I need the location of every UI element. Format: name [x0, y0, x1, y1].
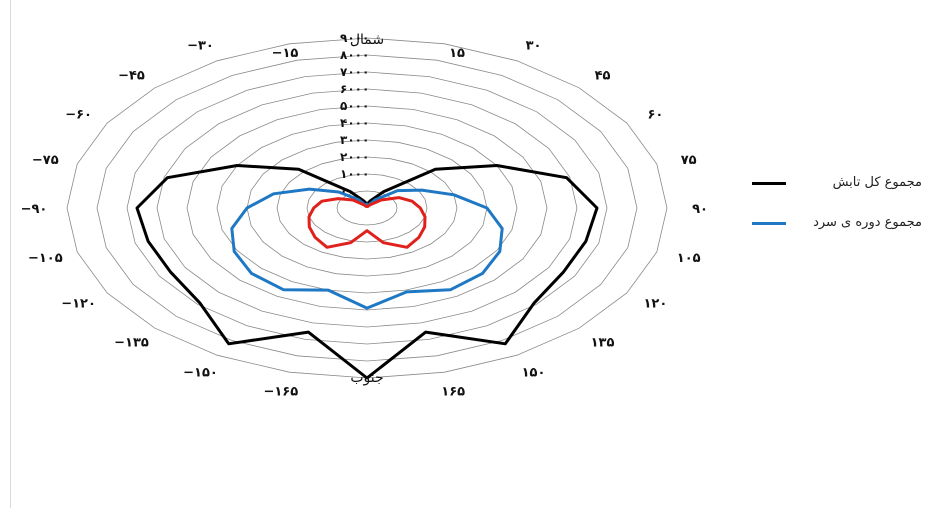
angle-label: ۷۵	[681, 153, 697, 168]
radial-tick-label: ۸۰۰۰	[340, 48, 369, 62]
legend-swatch-black	[752, 182, 786, 185]
grid-ring	[96, 54, 638, 362]
series-layer	[135, 164, 599, 380]
angle-label: −۳۰	[187, 39, 214, 54]
left-border	[10, 0, 11, 508]
angle-label: −۹۰	[21, 202, 48, 217]
angle-label: −۱۵۰	[183, 365, 218, 380]
north-label: شمال	[350, 32, 384, 48]
legend-label-total: مجموع کل تابش	[832, 175, 922, 190]
legend-label-cold: مجموع دوره ی سرد	[813, 215, 922, 230]
angle-label: ۹۰	[692, 202, 708, 217]
labels-layer: شمال جنوب ۹۰۰۰ ۸۰۰۰ ۷۰۰۰ ۶۰۰۰ ۵۰۰۰ ۴۰۰۰ ۳۰۰۰ ۲۰…	[21, 31, 708, 399]
radial-tick-label: ۹۰۰۰	[340, 31, 369, 45]
legend-swatch-blue	[752, 222, 786, 225]
legend: مجموع کل تابش مجموع دوره ی سرد	[752, 172, 942, 252]
grid-ring	[276, 156, 458, 260]
angle-label: −۶۰	[65, 108, 92, 123]
angle-label: ۱۳۵	[591, 335, 615, 350]
angle-label: ۳۰	[526, 39, 542, 54]
angle-label: ۴۵	[595, 69, 611, 84]
angle-label: −۱۶۵	[263, 384, 298, 399]
angle-label: −۴۵	[118, 69, 145, 84]
legend-item-total: مجموع کل تابش	[752, 172, 942, 194]
series-line-2	[307, 196, 427, 249]
angle-label: ۶۰	[647, 108, 663, 123]
angle-label: −۱۰۵	[28, 251, 63, 266]
radial-tick-label: ۷۰۰۰	[340, 65, 369, 79]
legend-item-cold: مجموع دوره ی سرد	[752, 212, 942, 234]
grid-ring	[156, 88, 578, 328]
grid-ring	[186, 105, 548, 311]
radial-tick-label: ۱۰۰۰	[340, 167, 369, 181]
radial-tick-label: ۴۰۰۰	[340, 116, 369, 130]
grid-ring	[246, 139, 488, 277]
series-line-0	[135, 164, 599, 380]
radial-tick-label: ۵۰۰۰	[340, 99, 369, 113]
grid-ring	[126, 71, 608, 345]
radial-tick-label: ۰	[340, 184, 347, 198]
angle-label: −۱۳۵	[114, 335, 149, 350]
angle-label: ۱۶۵	[441, 384, 465, 399]
radial-tick-label: ۶۰۰۰	[340, 82, 369, 96]
angle-label: ۱۰۵	[677, 251, 701, 266]
angle-label: −۱۵	[272, 46, 299, 61]
grid-ring	[216, 122, 518, 294]
radial-tick-label: ۲۰۰۰	[340, 150, 369, 164]
angle-label: ۱۵۰	[522, 365, 546, 380]
angle-label: ۱۲۰	[643, 296, 667, 311]
angle-label: ۱۵	[449, 46, 465, 61]
angle-label: −۷۵	[32, 153, 59, 168]
south-label: جنوب	[350, 370, 383, 386]
radial-tick-label: ۳۰۰۰	[340, 133, 369, 147]
angle-label: −۱۲۰	[61, 296, 96, 311]
